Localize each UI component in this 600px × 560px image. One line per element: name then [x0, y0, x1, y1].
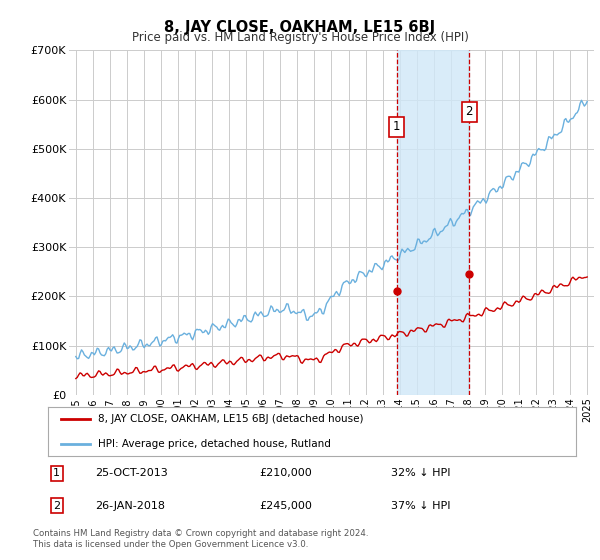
- Text: 37% ↓ HPI: 37% ↓ HPI: [391, 501, 451, 511]
- Text: HPI: Average price, detached house, Rutland: HPI: Average price, detached house, Rutl…: [98, 439, 331, 449]
- Text: 25-OCT-2013: 25-OCT-2013: [95, 468, 168, 478]
- Text: 1: 1: [53, 468, 60, 478]
- Text: 8, JAY CLOSE, OAKHAM, LE15 6BJ (detached house): 8, JAY CLOSE, OAKHAM, LE15 6BJ (detached…: [98, 414, 364, 424]
- Text: Price paid vs. HM Land Registry's House Price Index (HPI): Price paid vs. HM Land Registry's House …: [131, 31, 469, 44]
- Bar: [397, 50, 469, 395]
- Text: Contains HM Land Registry data © Crown copyright and database right 2024.
This d: Contains HM Land Registry data © Crown c…: [33, 529, 368, 549]
- Text: £210,000: £210,000: [259, 468, 312, 478]
- Text: £245,000: £245,000: [259, 501, 312, 511]
- Text: 8, JAY CLOSE, OAKHAM, LE15 6BJ: 8, JAY CLOSE, OAKHAM, LE15 6BJ: [164, 20, 436, 35]
- Text: 26-JAN-2018: 26-JAN-2018: [95, 501, 166, 511]
- Text: 2: 2: [53, 501, 61, 511]
- Text: 1: 1: [393, 120, 400, 133]
- Text: 32% ↓ HPI: 32% ↓ HPI: [391, 468, 451, 478]
- Text: 2: 2: [466, 105, 473, 118]
